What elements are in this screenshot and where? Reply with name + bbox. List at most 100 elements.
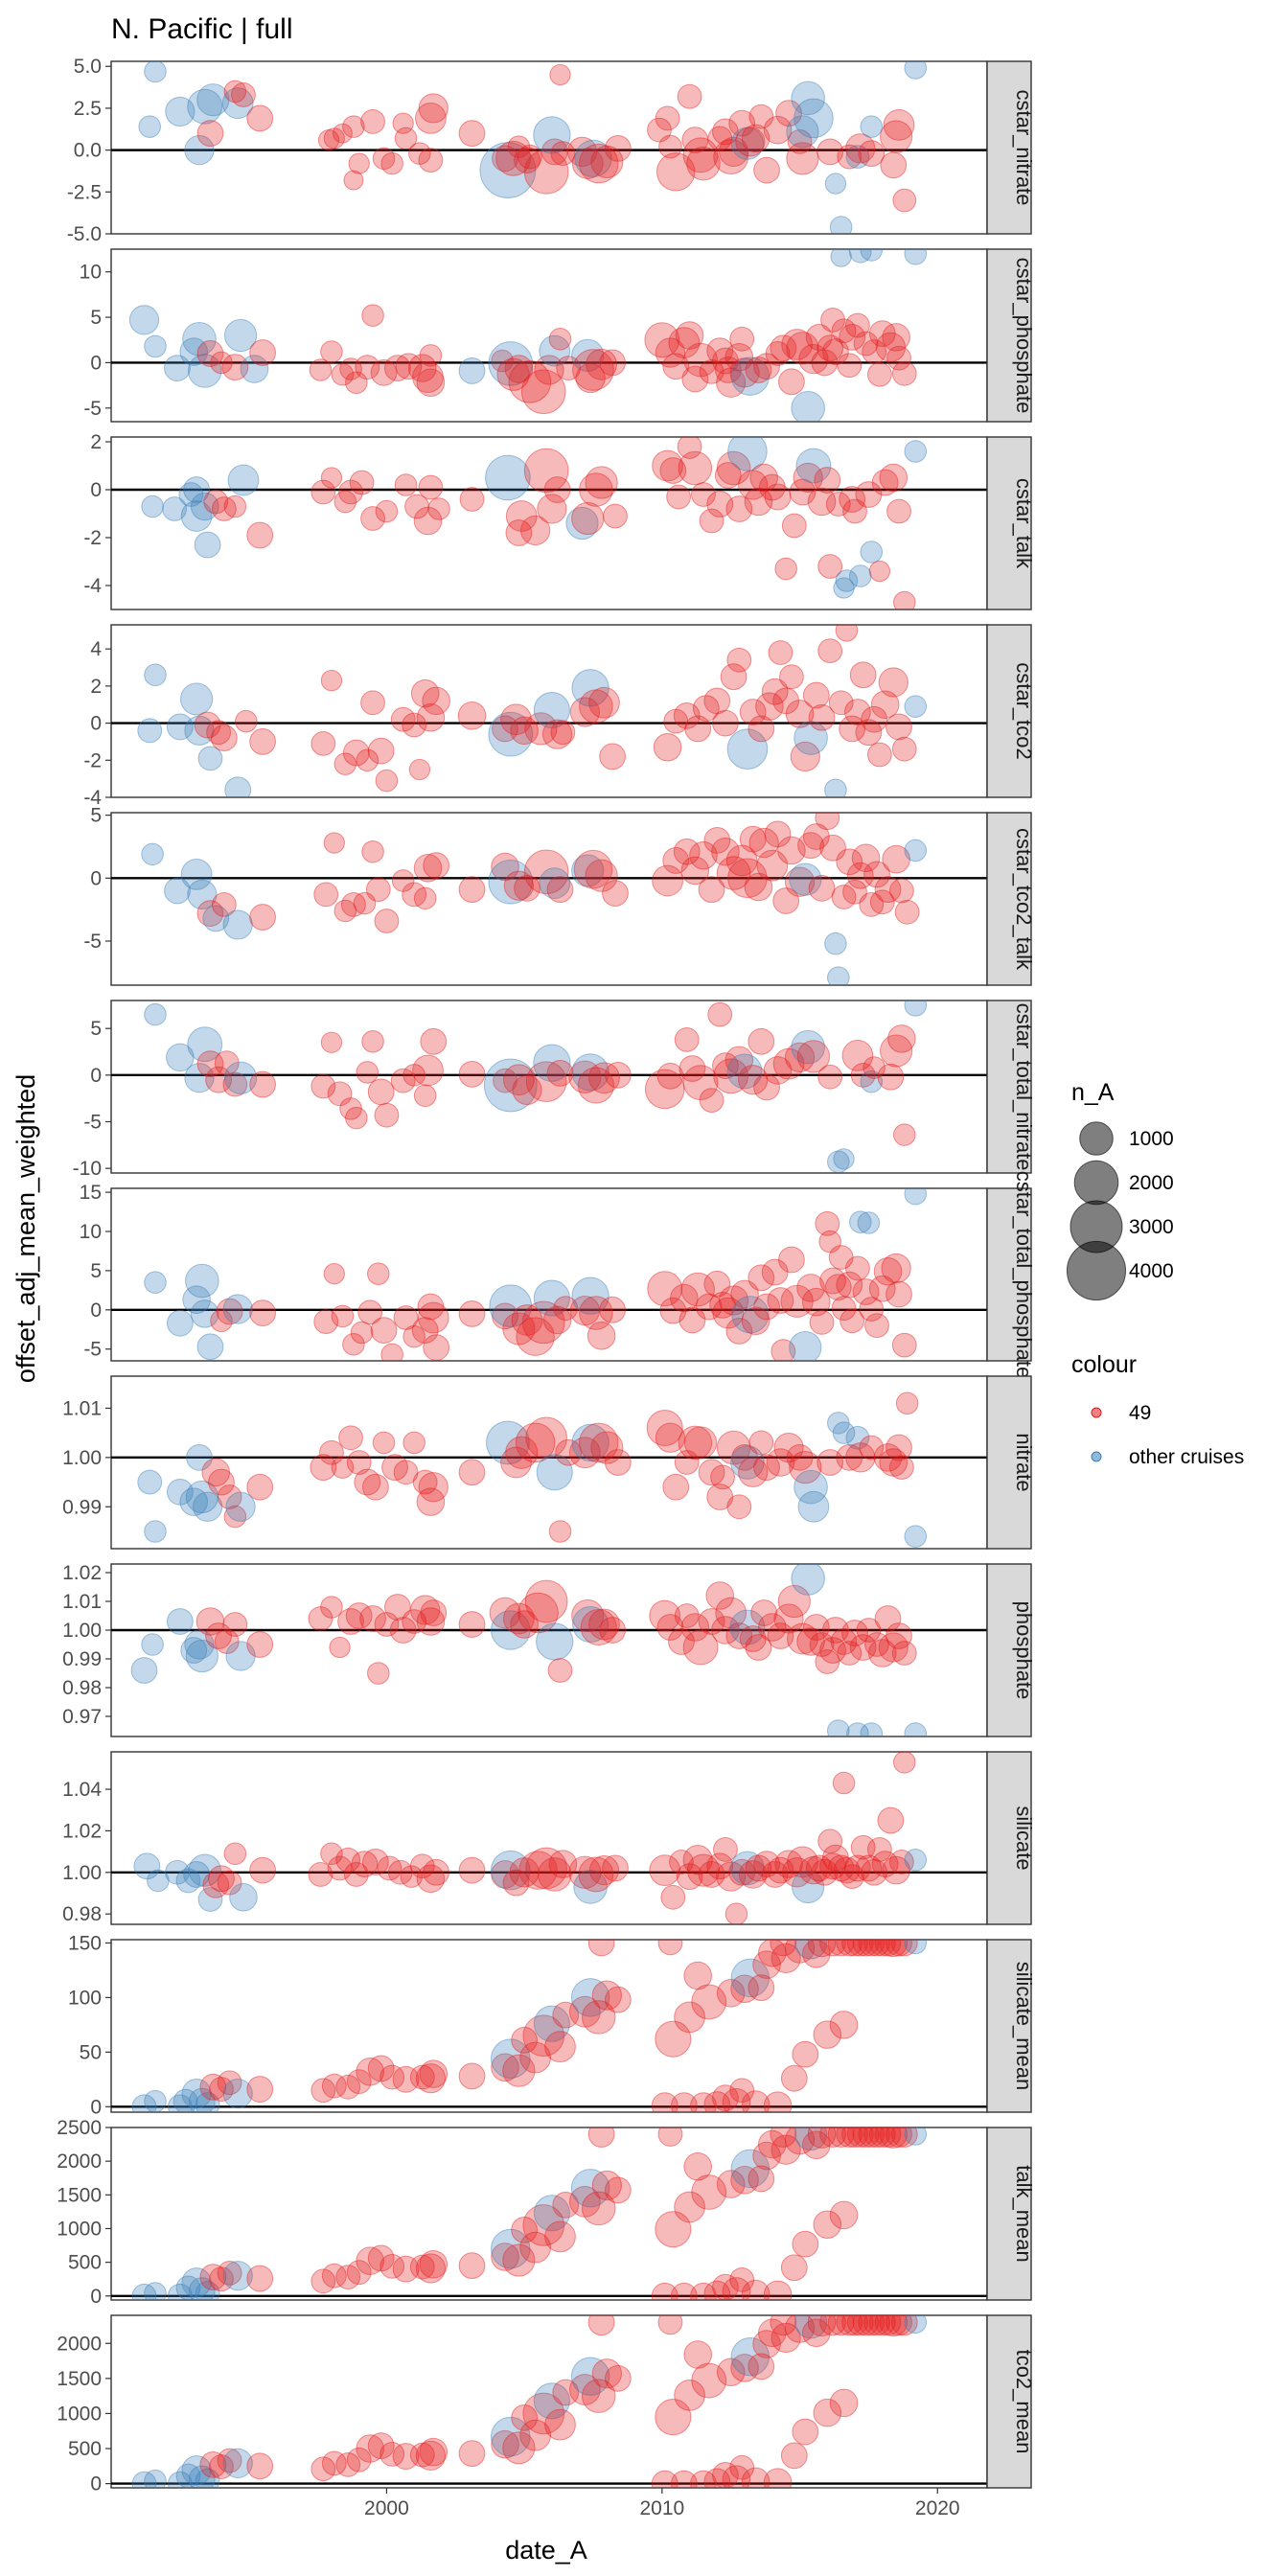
data-point <box>533 1044 571 1082</box>
data-point <box>402 1064 426 1087</box>
data-point <box>553 1296 579 1322</box>
y-tick-label: 10 <box>80 262 102 284</box>
data-point <box>568 2374 601 2405</box>
data-point <box>591 2170 622 2201</box>
data-point <box>658 134 682 159</box>
data-point <box>845 312 870 338</box>
data-point <box>714 356 742 383</box>
data-point <box>738 470 769 500</box>
data-point <box>748 1430 774 1456</box>
data-point <box>313 882 339 908</box>
data-point <box>391 869 415 892</box>
data-point <box>313 1309 339 1334</box>
data-point <box>741 2279 770 2300</box>
data-point <box>392 2065 420 2093</box>
data-point <box>791 1564 825 1596</box>
data-point <box>395 353 423 380</box>
data-point <box>796 1040 831 1073</box>
data-point <box>221 87 254 120</box>
data-point <box>231 82 256 107</box>
facet-strip <box>986 2314 1032 2489</box>
data-point <box>546 1060 574 1087</box>
data-point <box>713 1058 749 1094</box>
points <box>144 1188 928 1361</box>
data-point <box>188 2465 216 2488</box>
data-point <box>412 361 444 393</box>
data-point <box>349 470 375 495</box>
data-point <box>712 118 739 146</box>
data-point <box>190 1300 219 1328</box>
data-point <box>578 1422 619 1463</box>
x-axis: 2000 2010 2020 <box>364 2488 960 2519</box>
data-point <box>361 1030 384 1053</box>
data-point <box>416 1487 446 1516</box>
data-point <box>508 359 552 403</box>
data-point <box>882 323 910 352</box>
data-point <box>588 686 620 719</box>
data-point <box>673 838 701 865</box>
data-point <box>182 322 217 356</box>
data-point <box>188 1853 221 1887</box>
data-point <box>602 1854 629 1882</box>
data-point <box>849 1634 877 1661</box>
data-point <box>547 1658 573 1683</box>
data-point <box>184 1063 215 1093</box>
legend: n_A 1000 2000 3000 4000 colour 49 other cruises <box>1066 1079 1244 1468</box>
data-point <box>745 356 772 383</box>
data-point <box>904 1848 928 1872</box>
data-point <box>141 1633 164 1656</box>
points <box>137 625 928 797</box>
data-point <box>515 1422 556 1463</box>
data-point <box>874 1940 902 1957</box>
data-point <box>790 741 820 772</box>
data-point <box>767 1856 794 1884</box>
data-point <box>489 1597 521 1629</box>
data-point <box>807 2315 837 2337</box>
data-point <box>703 687 731 715</box>
data-point <box>857 1211 881 1234</box>
data-point <box>229 1883 258 1912</box>
data-point <box>133 1852 161 1880</box>
data-point <box>555 1438 583 1466</box>
data-point <box>321 2450 347 2476</box>
data-point <box>809 1310 835 1335</box>
data-point <box>569 697 600 727</box>
points <box>141 813 928 985</box>
data-point <box>217 2448 242 2473</box>
facet-strip <box>986 60 1032 235</box>
data-point <box>753 1851 780 1877</box>
data-point <box>835 625 859 642</box>
y-tick-label: 2000 <box>57 2333 102 2355</box>
facet-strip <box>986 1939 1032 2113</box>
data-point <box>164 355 191 381</box>
data-point <box>246 2076 274 2103</box>
facet-strip <box>986 1751 1032 1925</box>
data-point <box>249 1070 276 1098</box>
data-point <box>578 143 619 184</box>
data-point <box>703 2468 731 2488</box>
data-point <box>217 2070 242 2096</box>
data-point <box>384 1594 411 1621</box>
data-point <box>656 1062 684 1090</box>
data-point <box>544 2031 576 2063</box>
data-point <box>196 900 224 928</box>
data-point <box>492 1302 518 1330</box>
data-point <box>205 1066 232 1093</box>
size-legend-label: 4000 <box>1129 1260 1174 1282</box>
data-point <box>748 104 774 129</box>
data-point <box>392 2255 420 2283</box>
data-point <box>673 702 701 729</box>
data-point <box>831 1296 857 1322</box>
data-point <box>221 354 249 381</box>
data-point <box>873 1443 903 1472</box>
data-point <box>764 820 792 848</box>
data-point <box>458 1611 486 1638</box>
data-point <box>329 1636 351 1659</box>
data-point <box>683 342 718 378</box>
y-tick-label: 1500 <box>57 2368 102 2390</box>
data-point <box>904 2315 928 2334</box>
data-point <box>223 1842 247 1866</box>
data-point <box>367 1262 390 1285</box>
data-point <box>660 1884 686 1910</box>
data-point <box>827 1940 855 1957</box>
